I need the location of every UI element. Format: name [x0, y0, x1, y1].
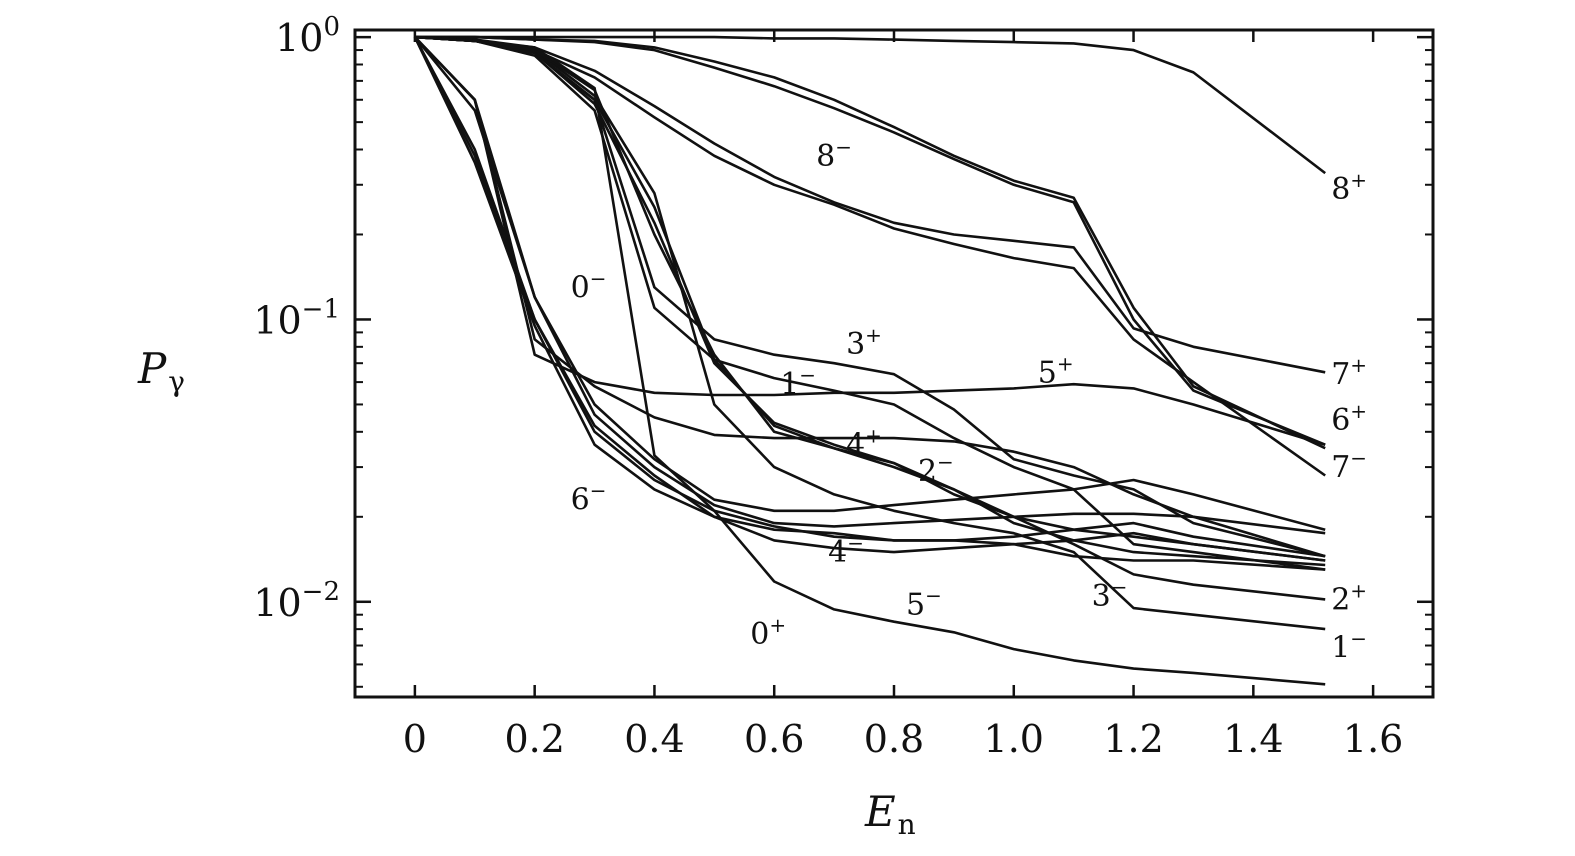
- x-tick-label: 1.0: [984, 717, 1044, 761]
- curve-labels: 8+7+6+7−2+1−8−0−3+5+1−4+2−6−4−5− 3−0+: [571, 135, 1367, 666]
- x-tick-label: 0.4: [624, 717, 684, 761]
- curve-label-parity: −: [1111, 575, 1128, 599]
- curve-label-number: 3: [1092, 579, 1111, 614]
- y-tick-label: 10−1: [253, 294, 340, 342]
- series-line-11: [414, 35, 1326, 601]
- curve-label: 8+: [1331, 168, 1367, 207]
- series-line-4: [414, 35, 1326, 374]
- x-tick-label: 1.4: [1223, 717, 1283, 761]
- y-tick-exponent: −1: [302, 294, 340, 324]
- curve-label: 4+: [846, 424, 882, 463]
- curve-label-number: 5: [1038, 355, 1057, 390]
- x-tick-label: 0.6: [744, 717, 804, 761]
- curve-label-parity: −: [847, 531, 864, 555]
- curve-label-parity: +: [1350, 578, 1367, 602]
- curve-label: 6−: [571, 479, 607, 518]
- curve-label-parity: +: [1350, 399, 1367, 423]
- series-line-5: [414, 35, 1326, 477]
- curve-label-number: 8: [1331, 172, 1350, 207]
- curve-label: 7−: [1331, 446, 1367, 485]
- y-tick-base: 10: [253, 298, 301, 342]
- y-tick-base: 10: [275, 16, 323, 60]
- x-tick-label: 0.8: [864, 717, 924, 761]
- x-tick-label: 0.2: [504, 717, 564, 761]
- series-line-19: [413, 36, 1326, 571]
- y-tick-base: 10: [253, 581, 301, 625]
- x-tick-label: 1.2: [1103, 717, 1163, 761]
- series-line-1: [414, 35, 1326, 175]
- curve-label-parity: −: [835, 135, 852, 159]
- x-tick-label: 0: [403, 717, 427, 761]
- curve-label-parity: −: [937, 450, 954, 474]
- curve-label-parity: +: [865, 323, 882, 347]
- curve-label: 0−: [571, 266, 607, 305]
- curve-label-parity: +: [1350, 168, 1367, 192]
- curve-label: 1−: [780, 363, 816, 402]
- series-line-12: [414, 35, 1326, 686]
- x-tick-label: 1.6: [1343, 717, 1403, 761]
- curve-label-parity: −: [590, 266, 607, 290]
- curve-label-number: 2: [918, 454, 937, 489]
- series-line-10: [414, 35, 1326, 631]
- curve-label: 8−: [816, 135, 852, 174]
- curve-label-number: 1: [780, 367, 799, 402]
- curve-label-parity: −: [590, 479, 607, 503]
- curve-label: 1−: [1331, 626, 1367, 665]
- curve-label: 5+: [1038, 351, 1074, 390]
- curve-label: 3−: [1092, 575, 1128, 614]
- curve-label: 0+: [750, 613, 786, 652]
- curve-label-number: 7: [1331, 357, 1350, 392]
- curve-label: 7+: [1331, 353, 1367, 392]
- curve-label-number: 4: [828, 535, 847, 570]
- curve-label-number: 1: [1331, 630, 1350, 665]
- curve-label-number: 5: [906, 587, 925, 622]
- y-axis-title: Pγ: [137, 344, 185, 398]
- curve-label-number: 0: [571, 270, 590, 305]
- plot-frame: [353, 28, 1435, 699]
- curve-label-number: 4: [846, 428, 865, 463]
- curve-label-parity: −: [1350, 446, 1367, 470]
- curve-label-number: 6: [571, 483, 590, 518]
- y-tick-exponent: −2: [302, 577, 340, 607]
- curve-label-parity: +: [1350, 353, 1367, 377]
- curve-label-number: 7: [1331, 450, 1350, 485]
- curve-label: 6+: [1331, 399, 1367, 438]
- curve-label-number: 8: [816, 139, 835, 174]
- curve-label: 2−: [918, 450, 954, 489]
- curve-label: 3+: [846, 323, 882, 362]
- curve-label-number: 2: [1331, 582, 1350, 617]
- curve-label-number: 6: [1331, 403, 1350, 438]
- curve-label-parity: −: [799, 363, 816, 387]
- y-tick-label: 10−2: [253, 577, 340, 625]
- series-line-3: [414, 35, 1326, 446]
- series-line-15: [413, 36, 1326, 531]
- curve-label: 2+: [1331, 578, 1367, 617]
- y-tick-exponent: 0: [323, 12, 340, 42]
- series-line-16: [413, 36, 1326, 535]
- y-tick-label: 100: [275, 12, 340, 60]
- curve-label-parity: +: [865, 424, 882, 448]
- series-curves: [413, 35, 1326, 686]
- x-axis-title: En: [864, 787, 916, 841]
- curve-label-parity: +: [769, 613, 786, 637]
- curve-label-number: 0: [750, 617, 769, 652]
- curve-label-number: 3: [846, 327, 865, 362]
- curve-label-parity: +: [1057, 351, 1074, 375]
- curve-label: 4−: [828, 531, 864, 570]
- curve-label: 5−: [906, 583, 942, 622]
- curve-label-parity: −: [1350, 626, 1367, 650]
- curve-label-parity: −: [925, 583, 942, 607]
- series-line-18: [413, 36, 1326, 562]
